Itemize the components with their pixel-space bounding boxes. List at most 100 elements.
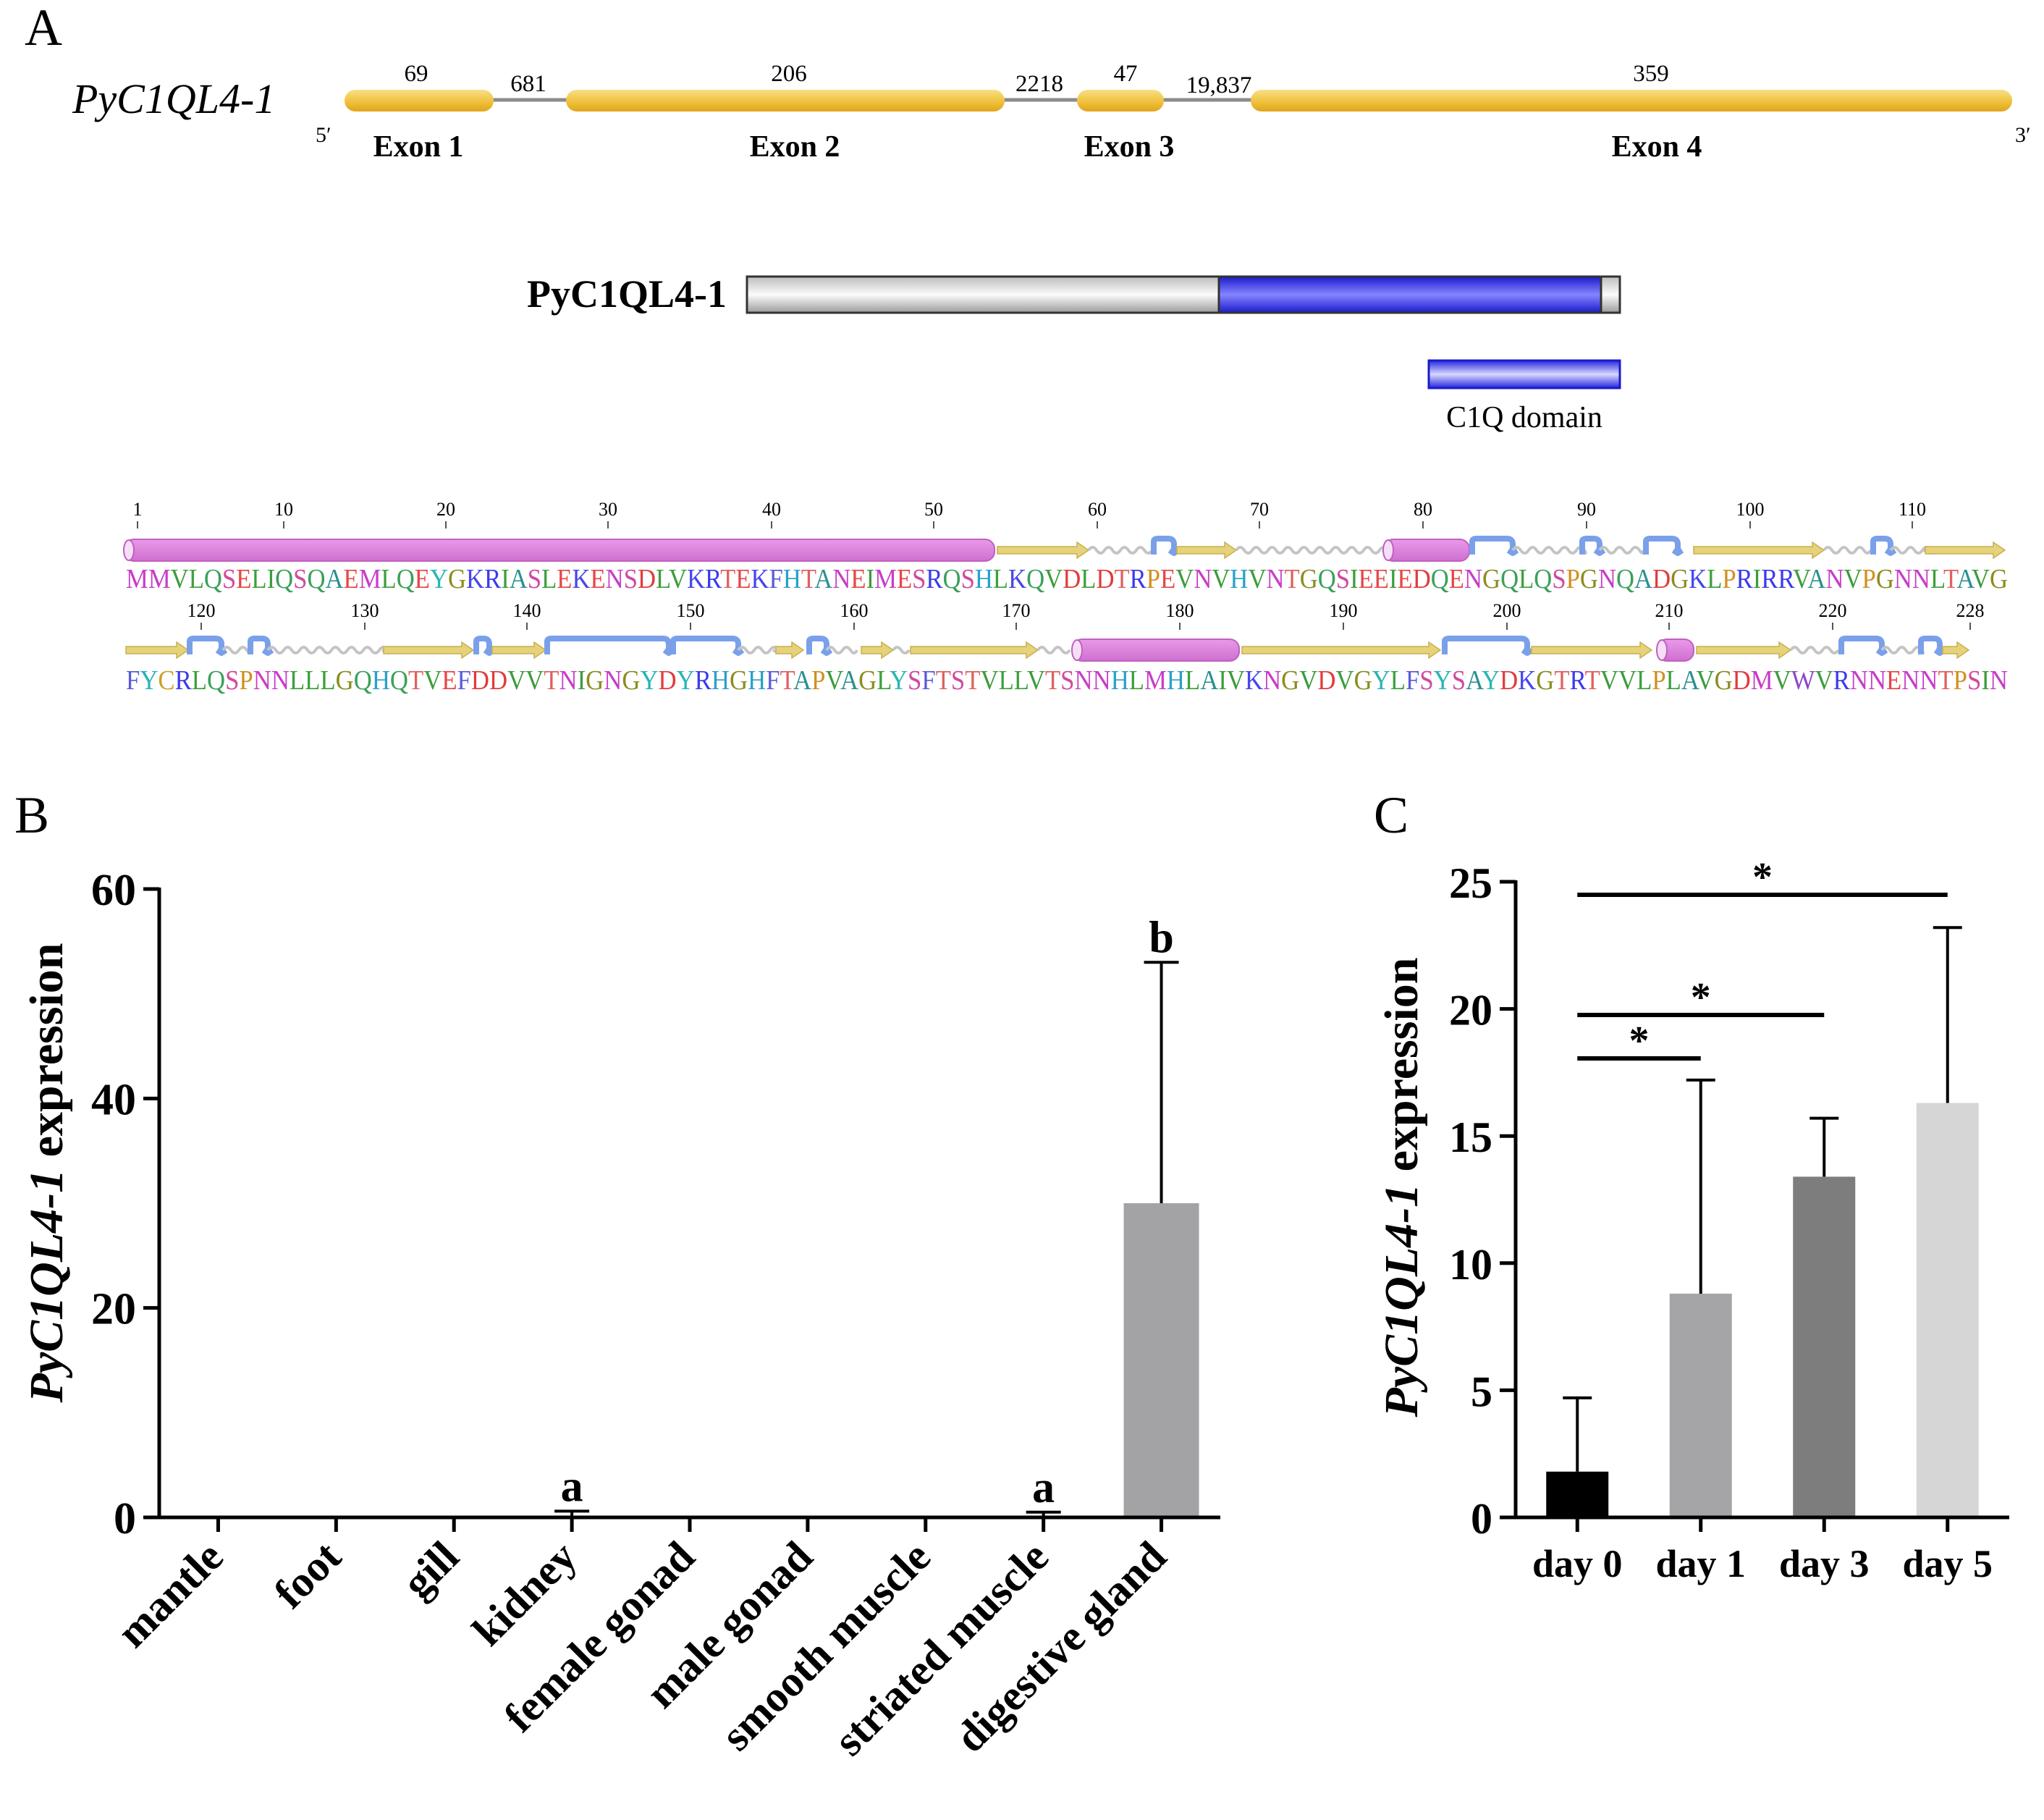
alpha-helix-end <box>1656 639 1668 661</box>
alpha-helix-end <box>123 539 135 561</box>
panel-b-y-axis-label-rest: expression <box>20 943 73 1169</box>
significance-letter: b <box>1149 913 1173 962</box>
protein-c1q-region <box>1217 275 1602 314</box>
panel-c-y-axis-label-rest: expression <box>1375 958 1428 1184</box>
sequence-position-150: 150 <box>677 600 705 621</box>
sequence-position-120: 120 <box>187 600 216 621</box>
sequence-position-40: 40 <box>762 499 781 520</box>
coil <box>1598 546 1645 555</box>
x-tick-label-day-5: day 5 <box>1902 1542 1993 1585</box>
panel-b-y-axis-label-gene: PyC1QL4-1 <box>20 1169 73 1404</box>
coil <box>1789 646 1840 654</box>
panel-b: B PyC1QL4-1 expression a a b 0 20 40 60 mantle f… <box>14 786 1220 1765</box>
sequence-numbers-row-2: 120 130 140 150 160 170 180 190 200 210 220 228 <box>187 600 1985 630</box>
intron-3-length: 19,837 <box>1186 72 1252 98</box>
y-tick-label: 25 <box>1449 859 1492 907</box>
beta-turn <box>1442 636 1534 656</box>
y-tick-label: 60 <box>91 866 136 915</box>
alpha-helix <box>1072 639 1240 662</box>
time-course-expression-chart: * * * 0 5 10 15 20 25 day 0 day 1 day 3 day 5 <box>1449 855 2009 1585</box>
beta-strand <box>491 641 547 660</box>
sequence-position-60: 60 <box>1088 499 1107 520</box>
secondary-structure-row-2 <box>125 636 1970 662</box>
sequence-position-10: 10 <box>274 499 293 520</box>
beta-turn <box>1838 636 1888 656</box>
coil <box>1235 546 1390 555</box>
beta-turn <box>1643 536 1684 556</box>
x-tick-label-digestive-gland: digestive gland <box>946 1533 1175 1762</box>
bar-day-0 <box>1546 1471 1609 1517</box>
coil <box>1087 546 1154 555</box>
beta-turn <box>544 636 675 656</box>
y-tick-label: 10 <box>1449 1241 1492 1289</box>
x-tick-label-day-1: day 1 <box>1655 1542 1746 1585</box>
y-tick-label: 15 <box>1449 1113 1492 1161</box>
x-tick-label-day-3: day 3 <box>1779 1542 1870 1585</box>
coil <box>266 646 390 654</box>
y-tick-label: 5 <box>1471 1368 1492 1415</box>
exon-2-block <box>566 90 1005 111</box>
panel-b-letter: B <box>14 786 49 844</box>
exon-1-block <box>345 90 494 111</box>
c1q-domain-label: C1Q domain <box>1446 401 1602 434</box>
x-tick-label-gill: gill <box>393 1533 468 1607</box>
protein-label: PyC1QL4-1 <box>527 272 727 316</box>
y-tick-label: 0 <box>114 1494 136 1543</box>
panel-a: A PyC1QL4-1 5′ 3′ 69 206 47 359 681 2218… <box>25 0 2031 696</box>
alpha-helix-end <box>1382 539 1394 561</box>
beta-strand <box>1942 641 1970 660</box>
exon-4-label: Exon 4 <box>1612 130 1702 164</box>
beta-turn <box>473 636 496 656</box>
sequence-block: 1 10 20 30 40 50 60 70 80 90 100 110 MMVLQSELIQSQAE… <box>123 499 2008 696</box>
beta-turn <box>1469 536 1519 556</box>
panel-b-y-axis-label: PyC1QL4-1 expression <box>20 943 73 1404</box>
exon-2-length: 206 <box>771 61 807 87</box>
y-tick-label: 20 <box>1449 987 1492 1035</box>
panel-c: C PyC1QL4-1 expression * * * 0 5 10 15 20 25 day … <box>1374 786 2009 1585</box>
panel-a-letter: A <box>25 0 62 56</box>
beta-turn <box>1579 536 1606 556</box>
gene-structure: 69 206 47 359 681 2218 19,837 Exon 1 Exo… <box>345 61 2012 164</box>
secondary-structure-row-1 <box>123 536 2006 562</box>
sequence-row-1: MMVLQSELIQSQAEMLQEYGKRIASLEKENSDLVKRTEKF… <box>126 564 2008 594</box>
exon-3-label: Exon 3 <box>1084 130 1175 164</box>
exon-1-length: 69 <box>405 61 428 87</box>
sequence-position-170: 170 <box>1002 600 1031 621</box>
bar-day-1 <box>1669 1293 1732 1517</box>
three-prime-label: 3′ <box>2015 123 2031 147</box>
beta-strand <box>1531 641 1653 660</box>
significance-asterisk: * <box>1752 855 1773 900</box>
gene-name-label: PyC1QL4-1 <box>72 75 275 122</box>
coil <box>1036 646 1071 654</box>
sequence-position-110: 110 <box>1899 499 1926 520</box>
sequence-position-210: 210 <box>1655 600 1684 621</box>
beta-turn <box>187 636 228 656</box>
beta-turn <box>1151 536 1181 556</box>
sequence-position-228: 228 <box>1956 600 1985 621</box>
beta-strand <box>910 641 1039 660</box>
x-tick-label-striated-muscle: striated muscle <box>825 1533 1057 1765</box>
sequence-position-220: 220 <box>1819 600 1847 621</box>
significance-letter: a <box>561 1462 583 1511</box>
sequence-position-140: 140 <box>513 600 541 621</box>
coil <box>737 646 781 654</box>
sequence-position-180: 180 <box>1166 600 1194 621</box>
y-tick-label: 20 <box>91 1285 136 1334</box>
coil <box>1823 546 1872 555</box>
c1q-domain-bar <box>1427 359 1621 389</box>
five-prime-label: 5′ <box>316 123 331 147</box>
beta-strand <box>861 641 895 660</box>
beta-turn <box>1918 636 1946 656</box>
alpha-helix-end <box>1071 639 1083 661</box>
exon-4-block <box>1251 90 2012 111</box>
sequence-position-70: 70 <box>1250 499 1269 520</box>
beta-turn <box>1870 536 1897 556</box>
beta-strand <box>775 641 805 660</box>
x-tick-label-mantle: mantle <box>108 1533 232 1657</box>
sequence-position-1: 1 <box>133 499 143 520</box>
exon-2-label: Exon 2 <box>750 130 840 164</box>
beta-strand <box>1176 541 1238 560</box>
x-tick-label-day-0: day 0 <box>1532 1542 1623 1585</box>
significance-asterisk: * <box>1691 975 1711 1020</box>
